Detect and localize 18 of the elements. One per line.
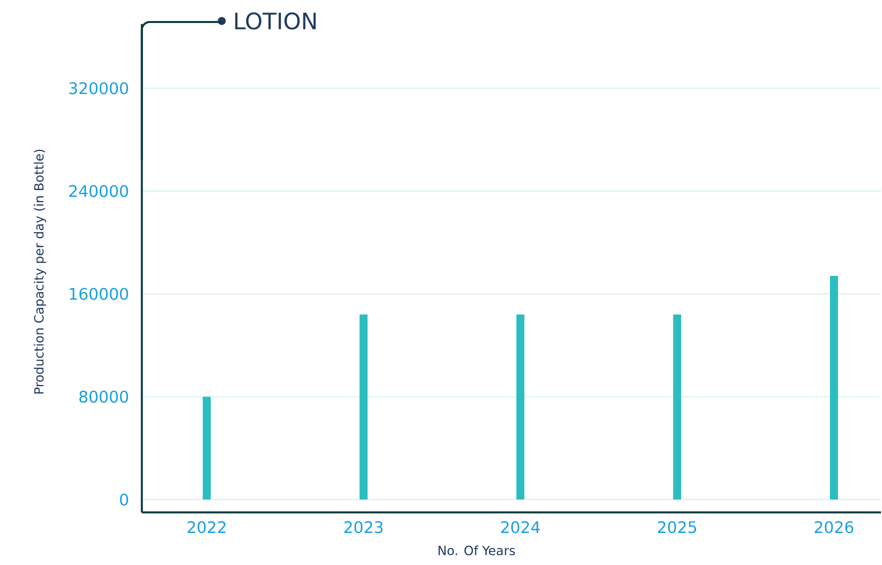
y-tick-label: 240000 bbox=[69, 184, 128, 197]
bar bbox=[673, 314, 682, 500]
x-tick-label: 2023 bbox=[344, 520, 383, 534]
bar bbox=[360, 314, 368, 500]
y-tick-label: 320000 bbox=[69, 82, 128, 94]
bar bbox=[202, 396, 211, 500]
bar bbox=[516, 314, 524, 500]
y-tick-label: 0 bbox=[120, 493, 128, 506]
x-tick-label: 2024 bbox=[501, 520, 540, 534]
y-tick-label: 160000 bbox=[70, 288, 128, 300]
chart-title: LOTION bbox=[235, 12, 316, 30]
x-tick-label: 2026 bbox=[814, 520, 854, 534]
x-tick-label: 2022 bbox=[188, 520, 226, 534]
x-axis-title: No. Of Years bbox=[438, 545, 515, 556]
bar bbox=[830, 276, 838, 500]
x-tick-label: 2025 bbox=[658, 520, 696, 534]
y-tick-label: 80000 bbox=[79, 390, 128, 403]
y-axis-title: Production Capacity per day (in Bottle) bbox=[34, 150, 46, 394]
